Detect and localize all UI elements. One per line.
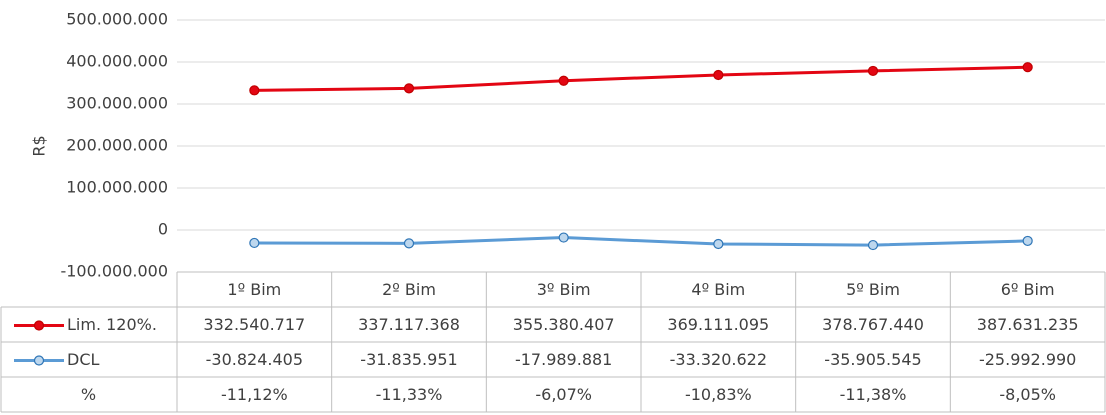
- table-cell: -10,83%: [685, 385, 752, 404]
- y-tick-label: 400.000.000: [66, 52, 168, 71]
- marker: [1022, 235, 1033, 247]
- y-tick-label: 300.000.000: [66, 94, 168, 113]
- x-tick-label: 1º Bim: [227, 280, 281, 299]
- table-cell: -6,07%: [535, 385, 592, 404]
- legend-marker: [33, 320, 45, 331]
- y-tick-label: 500.000.000: [66, 10, 168, 29]
- table-cell: 369.111.095: [667, 315, 769, 334]
- table-cell: 355.380.407: [513, 315, 615, 334]
- table-cell: -31.835.951: [360, 350, 457, 369]
- y-axis-label: R$: [30, 135, 49, 156]
- marker: [713, 238, 724, 250]
- y-tick-label: 200.000.000: [66, 136, 168, 155]
- table-cell: 387.631.235: [977, 315, 1079, 334]
- table-cell: -17.989.881: [515, 350, 612, 369]
- table-cell: -35.905.545: [824, 350, 921, 369]
- table-cell: -11,12%: [221, 385, 288, 404]
- table-cell: 337.117.368: [358, 315, 460, 334]
- series-line: [254, 236, 1028, 247]
- marker: [558, 232, 569, 243]
- table-cell: 378.767.440: [822, 315, 924, 334]
- y-tick-label: -100.000.000: [60, 262, 168, 281]
- legend-label: Lim. 120%.: [67, 315, 157, 334]
- marker: [403, 83, 415, 94]
- marker: [558, 75, 569, 86]
- table-cell: -11,33%: [376, 385, 443, 404]
- table-cell: -30.824.405: [206, 350, 303, 369]
- table-cell: -25.992.990: [979, 350, 1076, 369]
- marker: [403, 238, 415, 249]
- marker: [867, 65, 879, 77]
- marker: [867, 239, 879, 251]
- marker: [713, 69, 724, 81]
- x-tick-label: 2º Bim: [382, 280, 436, 299]
- table-cell: -33.320.622: [670, 350, 767, 369]
- marker: [249, 85, 260, 96]
- y-tick-label: 0: [158, 220, 168, 239]
- x-tick-label: 6º Bim: [1001, 280, 1055, 299]
- table-row-label: %: [81, 385, 96, 404]
- legend-label: DCL: [67, 350, 99, 369]
- legend-marker: [33, 355, 45, 366]
- marker: [1022, 62, 1033, 73]
- x-tick-label: 4º Bim: [691, 280, 745, 299]
- series-line: [254, 65, 1028, 92]
- table-cell: 332.540.717: [203, 315, 305, 334]
- marker: [249, 237, 260, 249]
- y-tick-label: 100.000.000: [66, 178, 168, 197]
- table-cell: -8,05%: [999, 385, 1056, 404]
- x-tick-label: 5º Bim: [846, 280, 900, 299]
- table-cell: -11,38%: [840, 385, 907, 404]
- x-tick-label: 3º Bim: [537, 280, 591, 299]
